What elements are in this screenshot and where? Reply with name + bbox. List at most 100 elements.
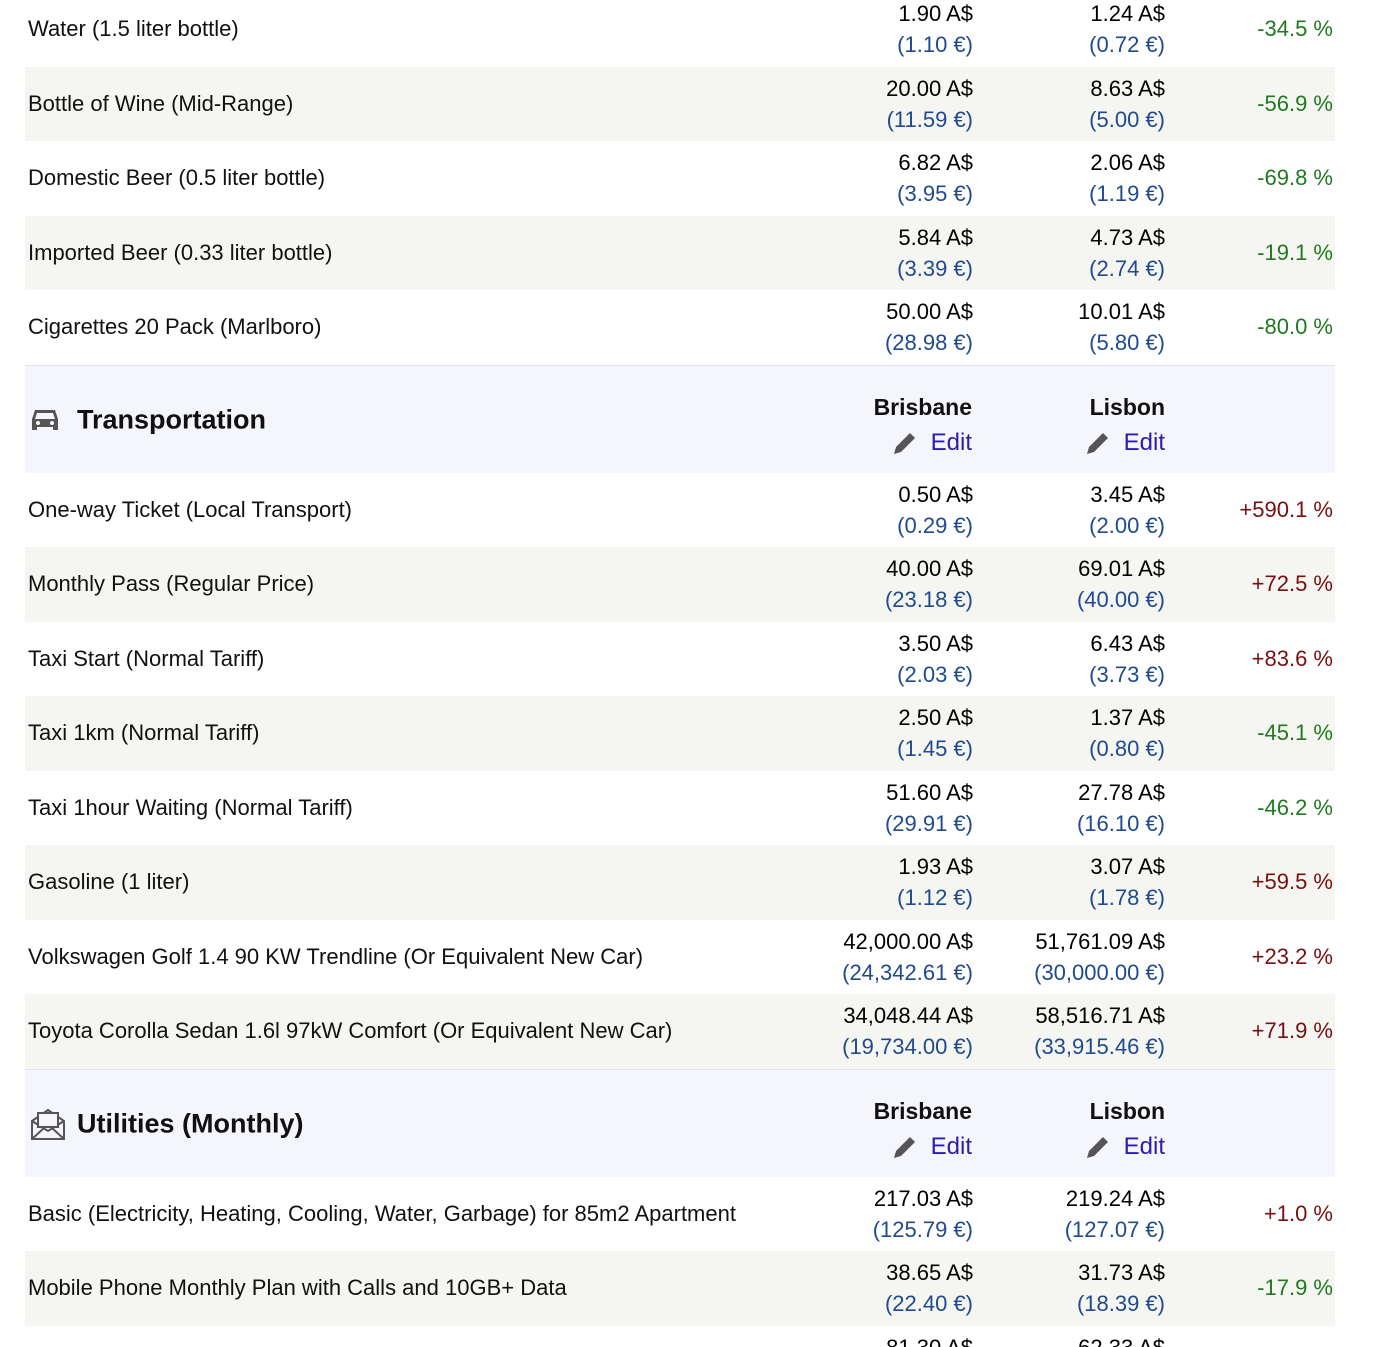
price-difference: -69.8 % bbox=[1257, 165, 1333, 191]
city-header: Lisbon bbox=[1089, 1097, 1165, 1124]
item-name: One-way Ticket (Local Transport) bbox=[28, 496, 353, 522]
price-cell: 20.00 A$ (11.59 €) bbox=[886, 73, 973, 135]
pencil-icon bbox=[1084, 1133, 1112, 1161]
price-cell: 42,000.00 A$ (24,342.61 €) bbox=[842, 926, 973, 988]
price-aud: 1.90 A$ bbox=[898, 1, 973, 26]
price-aud: 219.24 A$ bbox=[1065, 1185, 1165, 1211]
price-eur: (2.00 €) bbox=[1089, 512, 1165, 538]
edit-link[interactable]: Edit bbox=[1084, 429, 1165, 457]
price-difference: -17.9 % bbox=[1257, 1275, 1333, 1301]
price-cell: 34,048.44 A$ (19,734.00 €) bbox=[842, 1000, 973, 1062]
price-eur: (40.00 €) bbox=[1076, 587, 1165, 612]
price-cell: 6.82 A$ (3.95 €) bbox=[897, 147, 973, 209]
edit-text[interactable]: Edit bbox=[1123, 428, 1165, 456]
price-aud: 5.84 A$ bbox=[898, 224, 973, 250]
price-difference: +1.0 % bbox=[1263, 1200, 1333, 1226]
price-aud: 40.00 A$ bbox=[886, 556, 973, 581]
edit-link[interactable]: Edit bbox=[891, 1133, 972, 1161]
price-eur: (0.80 €) bbox=[1089, 736, 1165, 761]
price-eur: (3.73 €) bbox=[1089, 661, 1165, 687]
price-difference: -80.0 % bbox=[1257, 314, 1333, 340]
pencil-icon bbox=[1084, 429, 1112, 457]
price-cell: 3.45 A$ (2.00 €) bbox=[1089, 479, 1165, 541]
item-name: Bottle of Wine (Mid-Range) bbox=[28, 90, 294, 116]
price-difference: +72.5 % bbox=[1251, 571, 1333, 597]
price-difference: -34.5 % bbox=[1257, 16, 1333, 42]
price-aud: 8.63 A$ bbox=[1090, 75, 1165, 101]
item-name: Gasoline (1 liter) bbox=[28, 869, 190, 895]
price-eur: (2.03 €) bbox=[897, 661, 973, 687]
price-difference: -19.1 % bbox=[1257, 239, 1333, 265]
price-aud: 31.73 A$ bbox=[1078, 1260, 1165, 1285]
price-cell: 1.37 A$ (0.80 €) bbox=[1089, 702, 1165, 764]
price-cell: 51,761.09 A$ (30,000.00 €) bbox=[1034, 926, 1165, 988]
price-eur: (30,000.00 €) bbox=[1034, 959, 1165, 985]
price-aud: 3.50 A$ bbox=[898, 630, 973, 656]
price-aud: 1.24 A$ bbox=[1090, 1, 1165, 26]
price-eur: (1.12 €) bbox=[897, 885, 973, 910]
price-aud: 27.78 A$ bbox=[1078, 779, 1165, 805]
pencil-icon bbox=[891, 429, 919, 457]
table-row: Taxi 1hour Waiting (Normal Tariff) 51.60 … bbox=[25, 771, 1335, 846]
price-cell: 2.50 A$ (1.45 €) bbox=[897, 702, 973, 764]
price-difference: +59.5 % bbox=[1251, 869, 1333, 895]
item-name: Toyota Corolla Sedan 1.6l 97kW Comfort (… bbox=[28, 1018, 673, 1044]
table-row: One-way Ticket (Local Transport) 0.50 A$ (… bbox=[25, 473, 1335, 548]
item-name: Basic (Electricity, Heating, Cooling, Wa… bbox=[28, 1200, 736, 1226]
table-row: Water (1.5 liter bottle) 1.90 A$ (1.10 €) 1… bbox=[25, 0, 1335, 67]
section-title: Utilities (Monthly) bbox=[77, 1108, 304, 1138]
edit-text[interactable]: Edit bbox=[930, 428, 972, 456]
price-aud: 42,000.00 A$ bbox=[843, 928, 973, 954]
pencil-icon bbox=[891, 1133, 919, 1161]
section-header: Transportation Brisbane Lisbon Edit Edit bbox=[25, 364, 1335, 473]
price-eur: (33,915.46 €) bbox=[1034, 1034, 1165, 1059]
price-difference: -46.2 % bbox=[1257, 794, 1333, 820]
price-cell: 62.33 A$ bbox=[1078, 1332, 1165, 1347]
price-aud: 3.07 A$ bbox=[1090, 854, 1165, 879]
table-row: Volkswagen Golf 1.4 90 KW Trendline (Or … bbox=[25, 920, 1335, 995]
price-cell: 81.30 A$ bbox=[886, 1332, 973, 1347]
edit-link[interactable]: Edit bbox=[891, 429, 972, 457]
price-cell: 219.24 A$ (127.07 €) bbox=[1065, 1183, 1165, 1245]
price-cell: 8.63 A$ (5.00 €) bbox=[1089, 73, 1165, 135]
price-cell: 0.50 A$ (0.29 €) bbox=[897, 479, 973, 541]
table-row: Bottle of Wine (Mid-Range) 20.00 A$ (11.59… bbox=[25, 66, 1335, 141]
price-aud: 6.82 A$ bbox=[898, 150, 973, 175]
edit-link[interactable]: Edit bbox=[1084, 1133, 1165, 1161]
price-aud: 62.33 A$ bbox=[1078, 1334, 1165, 1347]
edit-text[interactable]: Edit bbox=[1123, 1132, 1165, 1160]
table-row: Gasoline (1 liter) 1.93 A$ (1.12 €) 3.07 A$… bbox=[25, 845, 1335, 920]
table-row: Basic (Electricity, Heating, Cooling, Wa… bbox=[25, 1177, 1335, 1252]
table-row: Monthly Pass (Regular Price) 40.00 A$ (23.… bbox=[25, 547, 1335, 622]
price-difference: +71.9 % bbox=[1251, 1018, 1333, 1044]
price-cell: 51.60 A$ (29.91 €) bbox=[885, 777, 973, 839]
price-aud: 50.00 A$ bbox=[886, 299, 973, 324]
price-cell: 4.73 A$ (2.74 €) bbox=[1089, 222, 1165, 284]
city-header: Lisbon bbox=[1089, 393, 1165, 420]
price-cell: 69.01 A$ (40.00 €) bbox=[1077, 553, 1165, 615]
price-eur: (11.59 €) bbox=[886, 106, 973, 132]
price-aud: 51,761.09 A$ bbox=[1035, 928, 1165, 954]
price-aud: 58,516.71 A$ bbox=[1035, 1003, 1165, 1028]
section-icon bbox=[30, 1107, 66, 1146]
price-eur: (125.79 €) bbox=[872, 1216, 973, 1242]
item-name: Water (1.5 liter bottle) bbox=[28, 16, 239, 42]
price-cell: 1.90 A$ (1.10 €) bbox=[897, 0, 973, 60]
price-eur: (16.10 €) bbox=[1076, 810, 1165, 836]
price-difference: -45.1 % bbox=[1257, 720, 1333, 746]
price-eur: (19,734.00 €) bbox=[842, 1034, 973, 1059]
item-name: Imported Beer (0.33 liter bottle) bbox=[28, 239, 333, 265]
price-eur: (0.72 €) bbox=[1089, 32, 1165, 57]
price-difference: +83.6 % bbox=[1251, 645, 1333, 671]
city-header: Brisbane bbox=[873, 393, 972, 420]
price-cell: 10.01 A$ (5.80 €) bbox=[1078, 296, 1165, 358]
price-cell: 1.93 A$ (1.12 €) bbox=[897, 851, 973, 913]
price-eur: (1.45 €) bbox=[897, 736, 973, 761]
price-aud: 2.06 A$ bbox=[1090, 150, 1165, 175]
price-cell: 40.00 A$ (23.18 €) bbox=[885, 553, 973, 615]
price-aud: 0.50 A$ bbox=[898, 481, 973, 507]
item-name: Mobile Phone Monthly Plan with Calls and… bbox=[28, 1275, 567, 1301]
edit-text[interactable]: Edit bbox=[930, 1132, 972, 1160]
price-eur: (1.19 €) bbox=[1089, 181, 1165, 206]
